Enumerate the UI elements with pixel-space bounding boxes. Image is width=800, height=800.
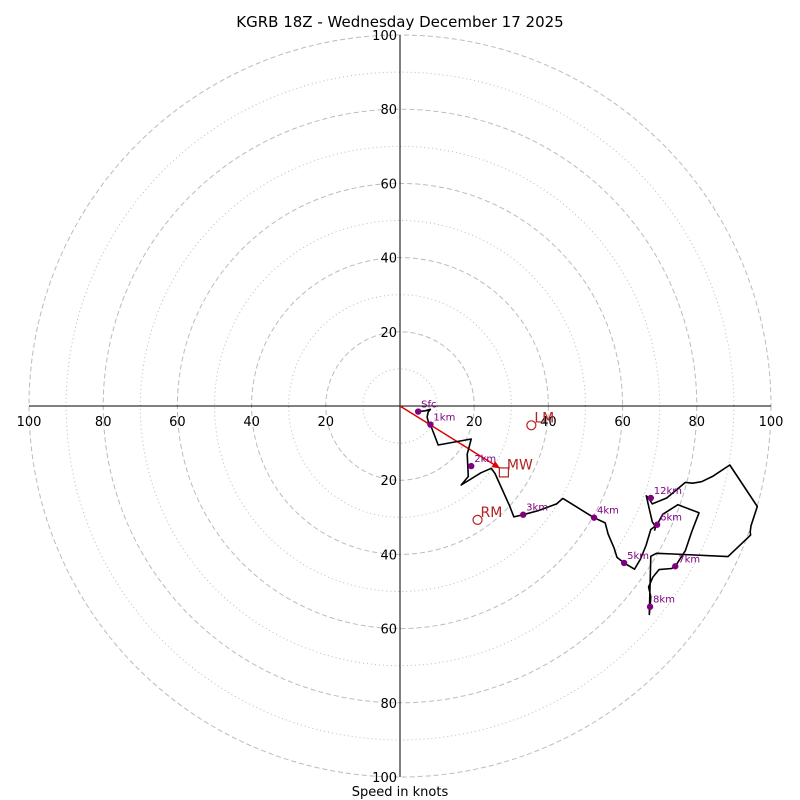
mean-wind-marker — [498, 467, 509, 478]
y-tick-label: 40 — [380, 252, 397, 267]
height-marker-dot — [414, 408, 422, 415]
height-marker-label: 4km — [597, 506, 619, 517]
height-marker-label: 2km — [474, 454, 496, 465]
x-axis-label: Speed in knots — [352, 785, 449, 800]
x-tick-label: 80 — [95, 415, 112, 430]
x-tick-label: 40 — [540, 415, 557, 430]
x-tick-label: 60 — [169, 415, 186, 430]
height-marker-dot — [468, 462, 475, 470]
y-tick-label: 100 — [372, 29, 397, 44]
storm-motion-line — [399, 405, 501, 469]
x-tick-label: 100 — [17, 415, 42, 430]
height-marker-dot — [653, 521, 661, 528]
y-tick-label: 20 — [380, 326, 397, 341]
height-marker-dot — [620, 559, 628, 567]
storm-motion-vector — [399, 405, 501, 469]
y-tick-label: 60 — [380, 623, 397, 638]
height-marker-dot — [646, 603, 654, 610]
y-tick-label: 80 — [380, 103, 397, 118]
x-tick-label: 100 — [759, 415, 784, 430]
x-tick-label: 20 — [318, 415, 335, 430]
height-marker-label: 5km — [627, 551, 649, 562]
height-marker-label: 1km — [433, 413, 455, 424]
y-tick-label: 60 — [380, 177, 397, 192]
tick-labels: 100 80 60 40 20 20 40 60 80 100 100 80 60 40 20 20 40 60 8… — [17, 29, 784, 786]
storm-motion-label: MW — [507, 457, 533, 473]
chart-title: KGRB 18Z - Wednesday December 17 2025 — [236, 13, 563, 31]
storm-motion-marker — [526, 420, 537, 431]
height-marker-label: Sfc — [421, 400, 436, 411]
height-marker-dot — [519, 511, 527, 518]
height-marker-label: 3km — [526, 503, 548, 514]
height-marker-label: 7km — [678, 554, 700, 565]
x-tick-label: 20 — [466, 415, 483, 430]
y-tick-label: 80 — [380, 697, 397, 712]
y-tick-label: 40 — [380, 548, 397, 563]
height-marker-dot — [590, 514, 598, 521]
height-marker-label: 12km — [654, 486, 682, 497]
height-marker-dot — [672, 563, 679, 570]
x-tick-label: 60 — [614, 415, 631, 430]
storm-motion-label: RM — [481, 505, 503, 521]
y-tick-label: 100 — [372, 771, 397, 786]
height-marker-dot — [427, 421, 434, 428]
storm-motion-label: LM — [534, 410, 554, 426]
x-tick-label: 80 — [689, 415, 706, 430]
x-tick-label: 40 — [243, 415, 260, 430]
storm-motion-marker — [472, 514, 483, 525]
wind-profile-line — [418, 408, 759, 616]
hodograph-trace — [418, 408, 759, 616]
height-markers: Sfc 1km 2km 3km 4km 5km 6km 7km 8km 12km — [414, 400, 700, 610]
height-marker-label: 6km — [660, 513, 682, 524]
storm-motion-arrowhead — [491, 461, 501, 469]
height-marker-label: 8km — [653, 595, 675, 606]
storm-motions: LM MW RM — [472, 410, 554, 525]
height-marker-dot — [647, 494, 654, 502]
y-tick-label: 20 — [380, 474, 397, 489]
